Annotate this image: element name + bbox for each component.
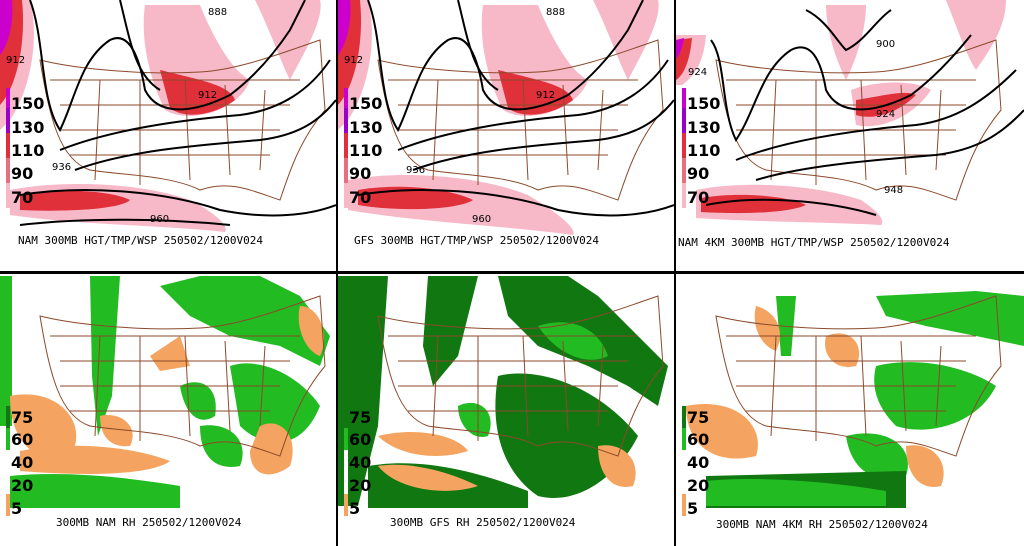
- relative-humidity-shading: [0, 276, 330, 508]
- contour-label-1: 888: [208, 7, 227, 18]
- map-nam4km-300mb-wind: 900 924 924 948: [676, 0, 1024, 225]
- legend-label: 130: [687, 118, 721, 137]
- legend-label: 20: [349, 476, 372, 495]
- legend-label: 40: [11, 453, 34, 472]
- contour-label-4: 948: [884, 185, 903, 196]
- legend-label: 110: [687, 141, 721, 160]
- legend-label: 150: [11, 94, 45, 113]
- panel-nam-300mb-wind: 888 912 912 936 960 150 130 110 90 70 NA…: [0, 0, 336, 270]
- panel-caption: GFS 300MB HGT/TMP/WSP 250502/1200V024: [354, 234, 600, 247]
- map-boundaries: [377, 39, 664, 201]
- panel-nam4km-300mb-wind: 900 924 924 948 150 130 110 90 70 NAM 4K…: [676, 0, 1024, 270]
- legend-label: 70: [349, 188, 372, 207]
- legend-label: 90: [687, 164, 710, 183]
- legend-label: 75: [11, 408, 34, 427]
- legend-label: 90: [11, 164, 34, 183]
- contour-label-4: 936: [406, 165, 425, 176]
- contour-label-2: 912: [6, 55, 25, 66]
- legend-label: 60: [687, 430, 710, 449]
- panel-divider: [0, 271, 1024, 274]
- relative-humidity-shading: [686, 291, 1024, 508]
- legend-label: 90: [349, 164, 372, 183]
- panel-nam4km-300mb-rh: 75 60 40 20 5 300MB NAM 4KM RH 250502/12…: [676, 276, 1024, 546]
- panel-caption: NAM 4KM 300MB HGT/TMP/WSP 250502/1200V02…: [678, 236, 950, 249]
- map-boundaries: [715, 295, 1002, 457]
- legend-label: 150: [687, 94, 721, 113]
- legend-label: 20: [687, 476, 710, 495]
- relative-humidity-shading: [338, 276, 668, 508]
- contour-label-1: 888: [546, 7, 565, 18]
- contour-label-1: 900: [876, 39, 895, 50]
- height-contours: [357, 0, 674, 217]
- contour-label-4: 936: [52, 162, 71, 173]
- map-boundaries: [377, 295, 664, 457]
- panel-caption: 300MB GFS RH 250502/1200V024: [390, 516, 576, 529]
- legend-label: 130: [349, 118, 383, 137]
- map-boundaries: [39, 39, 326, 201]
- contour-label-2: 924: [688, 67, 707, 78]
- legend-label: 60: [349, 430, 372, 449]
- legend-label: 40: [687, 453, 710, 472]
- contour-label-3: 912: [198, 90, 217, 101]
- contour-label-5: 960: [150, 214, 169, 225]
- panel-caption: NAM 300MB HGT/TMP/WSP 250502/1200V024: [18, 234, 264, 247]
- map-boundaries: [39, 295, 326, 457]
- panel-nam-300mb-rh: 75 60 40 20 5 300MB NAM RH 250502/1200V0…: [0, 276, 336, 546]
- legend-label: 110: [11, 141, 45, 160]
- wind-speed-shading: [676, 0, 1006, 225]
- wind-legend: 150 130 110 90 70: [6, 88, 46, 208]
- rh-legend: 75 60 40 20 5: [682, 406, 722, 518]
- contour-label-2: 912: [344, 55, 363, 66]
- panel-caption: 300MB NAM RH 250502/1200V024: [56, 516, 242, 529]
- contour-label-3: 924: [876, 109, 895, 120]
- legend-label: 75: [687, 408, 710, 427]
- rh-legend: 75 60 40 20 5: [6, 406, 46, 518]
- legend-label: 70: [11, 188, 34, 207]
- height-contours: [705, 9, 1024, 216]
- panel-caption: 300MB NAM 4KM RH 250502/1200V024: [716, 518, 928, 531]
- map-gfs-300mb-wind: 888 912 912 936 960: [338, 0, 674, 235]
- map-nam-300mb-rh: [0, 276, 330, 508]
- map-nam4km-300mb-rh: [686, 291, 1024, 508]
- panel-gfs-300mb-wind: 888 912 912 936 960 150 130 110 90 70 GF…: [338, 0, 674, 270]
- legend-label: 110: [349, 141, 383, 160]
- legend-label: 5: [11, 499, 23, 518]
- map-nam-300mb-wind: 888 912 912 936 960: [0, 0, 336, 232]
- wind-legend: 150 130 110 90 70: [682, 88, 722, 208]
- legend-label: 75: [349, 408, 372, 427]
- panel-gfs-300mb-rh: 75 60 40 20 5 300MB GFS RH 250502/1200V0…: [338, 276, 674, 546]
- legend-label: 70: [687, 188, 710, 207]
- legend-label: 5: [687, 499, 699, 518]
- legend-label: 130: [11, 118, 45, 137]
- legend-label: 40: [349, 453, 372, 472]
- wind-legend: 150 130 110 90 70: [344, 88, 384, 208]
- height-contours: [19, 0, 336, 226]
- map-gfs-300mb-rh: [338, 276, 668, 508]
- legend-label: 20: [11, 476, 34, 495]
- legend-label: 5: [349, 499, 361, 518]
- contour-label-5: 960: [472, 214, 491, 225]
- legend-label: 60: [11, 430, 34, 449]
- wind-speed-shading: [338, 0, 659, 235]
- contour-label-3: 912: [536, 90, 555, 101]
- legend-label: 150: [349, 94, 383, 113]
- rh-legend: 75 60 40 20 5: [344, 406, 384, 518]
